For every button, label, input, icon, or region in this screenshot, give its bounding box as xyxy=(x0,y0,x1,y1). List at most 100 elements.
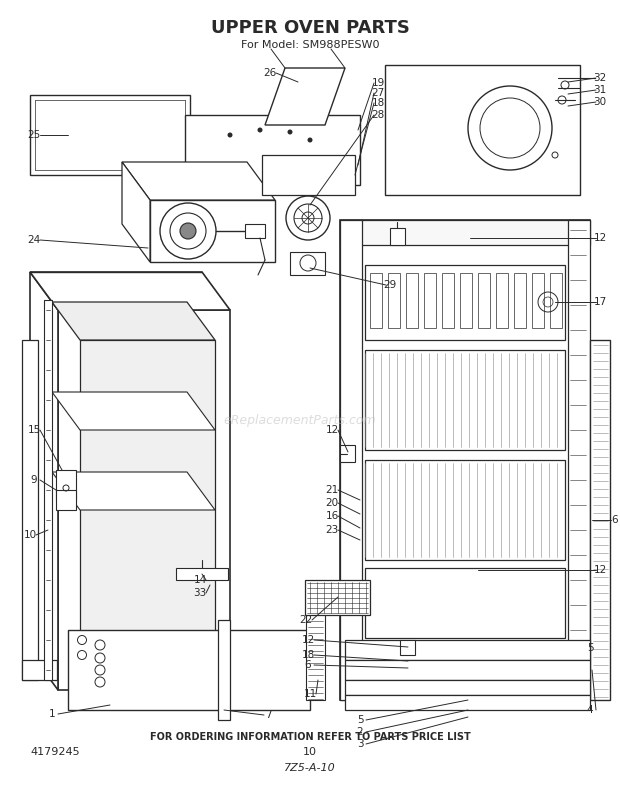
Polygon shape xyxy=(306,610,325,700)
Text: 19: 19 xyxy=(371,78,384,88)
Polygon shape xyxy=(514,273,526,328)
Polygon shape xyxy=(568,220,590,700)
Polygon shape xyxy=(185,115,360,185)
Polygon shape xyxy=(265,68,345,125)
Polygon shape xyxy=(340,220,590,245)
Polygon shape xyxy=(44,300,52,680)
Circle shape xyxy=(257,128,262,132)
Text: 29: 29 xyxy=(383,280,397,290)
Polygon shape xyxy=(340,675,590,700)
Polygon shape xyxy=(460,273,472,328)
Text: 14: 14 xyxy=(193,575,206,585)
Polygon shape xyxy=(345,640,590,660)
Circle shape xyxy=(288,129,293,135)
Text: 12: 12 xyxy=(326,425,339,435)
Text: 7: 7 xyxy=(265,710,272,720)
Polygon shape xyxy=(385,65,580,195)
Text: 32: 32 xyxy=(593,73,606,83)
Circle shape xyxy=(308,137,312,143)
Text: 7Z5-A-10: 7Z5-A-10 xyxy=(284,763,336,773)
Polygon shape xyxy=(345,660,590,680)
Polygon shape xyxy=(245,224,265,238)
Text: 12: 12 xyxy=(593,233,606,243)
Text: 18: 18 xyxy=(301,650,314,660)
Polygon shape xyxy=(52,472,215,510)
Text: 10: 10 xyxy=(303,747,317,757)
Text: 3: 3 xyxy=(356,739,363,749)
Text: 11: 11 xyxy=(303,689,317,699)
Text: 33: 33 xyxy=(193,588,206,598)
Circle shape xyxy=(180,223,196,239)
Polygon shape xyxy=(22,660,57,680)
Text: FOR ORDERING INFORMATION REFER TO PARTS PRICE LIST: FOR ORDERING INFORMATION REFER TO PARTS … xyxy=(149,732,471,742)
Polygon shape xyxy=(340,445,355,462)
Text: 2: 2 xyxy=(356,727,363,737)
Polygon shape xyxy=(305,580,370,615)
Polygon shape xyxy=(30,272,58,690)
Polygon shape xyxy=(550,273,562,328)
Text: eReplacementParts.com: eReplacementParts.com xyxy=(224,414,376,426)
Polygon shape xyxy=(58,310,230,690)
Polygon shape xyxy=(390,228,405,245)
Polygon shape xyxy=(68,630,310,710)
Polygon shape xyxy=(365,350,565,450)
Text: UPPER OVEN PARTS: UPPER OVEN PARTS xyxy=(211,19,409,37)
Polygon shape xyxy=(442,273,454,328)
Text: For Model: SM988PESW0: For Model: SM988PESW0 xyxy=(241,40,379,50)
Polygon shape xyxy=(370,273,382,328)
Text: 15: 15 xyxy=(27,425,41,435)
Polygon shape xyxy=(122,162,275,200)
Text: 22: 22 xyxy=(299,615,312,625)
Polygon shape xyxy=(52,302,215,340)
Polygon shape xyxy=(262,155,355,195)
Polygon shape xyxy=(340,220,362,700)
Polygon shape xyxy=(56,470,76,500)
Polygon shape xyxy=(365,265,565,340)
Text: 21: 21 xyxy=(326,485,339,495)
Polygon shape xyxy=(590,340,610,700)
Polygon shape xyxy=(400,640,415,655)
Polygon shape xyxy=(532,273,544,328)
Polygon shape xyxy=(30,272,230,310)
Polygon shape xyxy=(290,252,325,275)
Text: 6: 6 xyxy=(304,660,311,670)
Text: 18: 18 xyxy=(371,98,384,108)
Polygon shape xyxy=(30,95,190,175)
Polygon shape xyxy=(365,460,565,560)
Polygon shape xyxy=(424,273,436,328)
Text: 9: 9 xyxy=(30,475,37,485)
Polygon shape xyxy=(22,340,38,680)
Text: 26: 26 xyxy=(264,68,277,78)
Text: 17: 17 xyxy=(593,297,606,307)
Text: 10: 10 xyxy=(24,530,37,540)
Text: 16: 16 xyxy=(326,511,339,521)
Polygon shape xyxy=(80,340,215,660)
Polygon shape xyxy=(176,568,228,580)
Polygon shape xyxy=(150,200,275,262)
Polygon shape xyxy=(340,220,590,700)
Polygon shape xyxy=(478,273,490,328)
Text: 4: 4 xyxy=(587,705,593,715)
Text: 5: 5 xyxy=(356,715,363,725)
Text: 30: 30 xyxy=(593,97,606,107)
Text: 23: 23 xyxy=(326,525,339,535)
Polygon shape xyxy=(345,695,590,710)
Text: 27: 27 xyxy=(371,88,384,98)
Circle shape xyxy=(228,132,232,137)
Text: 31: 31 xyxy=(593,85,606,95)
Text: 28: 28 xyxy=(371,110,384,120)
Text: 4179245: 4179245 xyxy=(30,747,79,757)
Text: 6: 6 xyxy=(612,515,618,525)
Text: 12: 12 xyxy=(593,565,606,575)
Text: 24: 24 xyxy=(27,235,41,245)
Polygon shape xyxy=(345,680,590,695)
Polygon shape xyxy=(365,568,565,638)
Text: 25: 25 xyxy=(27,130,41,140)
Polygon shape xyxy=(52,392,215,430)
Polygon shape xyxy=(218,620,230,720)
Polygon shape xyxy=(496,273,508,328)
Text: 20: 20 xyxy=(326,498,339,508)
Polygon shape xyxy=(406,273,418,328)
Polygon shape xyxy=(56,490,76,510)
Text: 1: 1 xyxy=(49,709,55,719)
